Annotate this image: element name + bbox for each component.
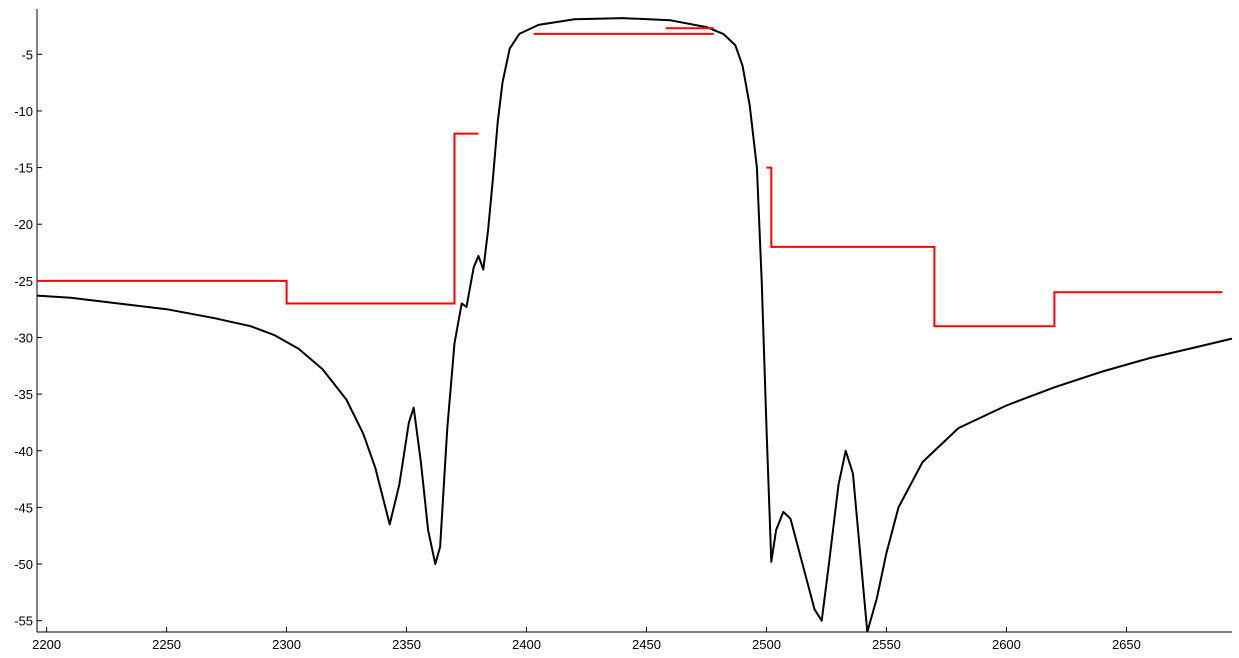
x-tick-label: 2500 xyxy=(752,637,781,652)
x-tick-label: 2650 xyxy=(1112,637,1141,652)
x-tick-label: 2250 xyxy=(152,637,181,652)
series-area xyxy=(37,17,1233,632)
y-tick-label: -40 xyxy=(14,444,33,459)
y-tick-label: -25 xyxy=(14,274,33,289)
limit-mask-segment xyxy=(37,132,479,305)
x-tick-label: 2350 xyxy=(392,637,421,652)
x-tick-label: 2200 xyxy=(32,637,61,652)
y-tick-label: -15 xyxy=(14,161,33,176)
x-tick-label: 2300 xyxy=(272,637,301,652)
x-tick-label: 2550 xyxy=(872,637,901,652)
x-tick-label: 2400 xyxy=(512,637,541,652)
x-tick-label: 2450 xyxy=(632,637,661,652)
y-tick-label: -20 xyxy=(14,217,33,232)
limit-mask-segment xyxy=(766,166,1223,328)
y-tick-label: -45 xyxy=(14,500,33,515)
axes: 2200 2250 2300 2350 2400 2450 2500 2550 2600 2650… xyxy=(14,9,1232,652)
x-tick-label: 2600 xyxy=(992,637,1021,652)
y-tick-label: -55 xyxy=(14,614,33,629)
y-tick-label: -5 xyxy=(21,47,33,62)
y-tick-label: -30 xyxy=(14,330,33,345)
response-trace xyxy=(37,17,1233,632)
y-tick-label: -10 xyxy=(14,104,33,119)
y-tick-label: -50 xyxy=(14,557,33,572)
y-tick-label: -35 xyxy=(14,387,33,402)
